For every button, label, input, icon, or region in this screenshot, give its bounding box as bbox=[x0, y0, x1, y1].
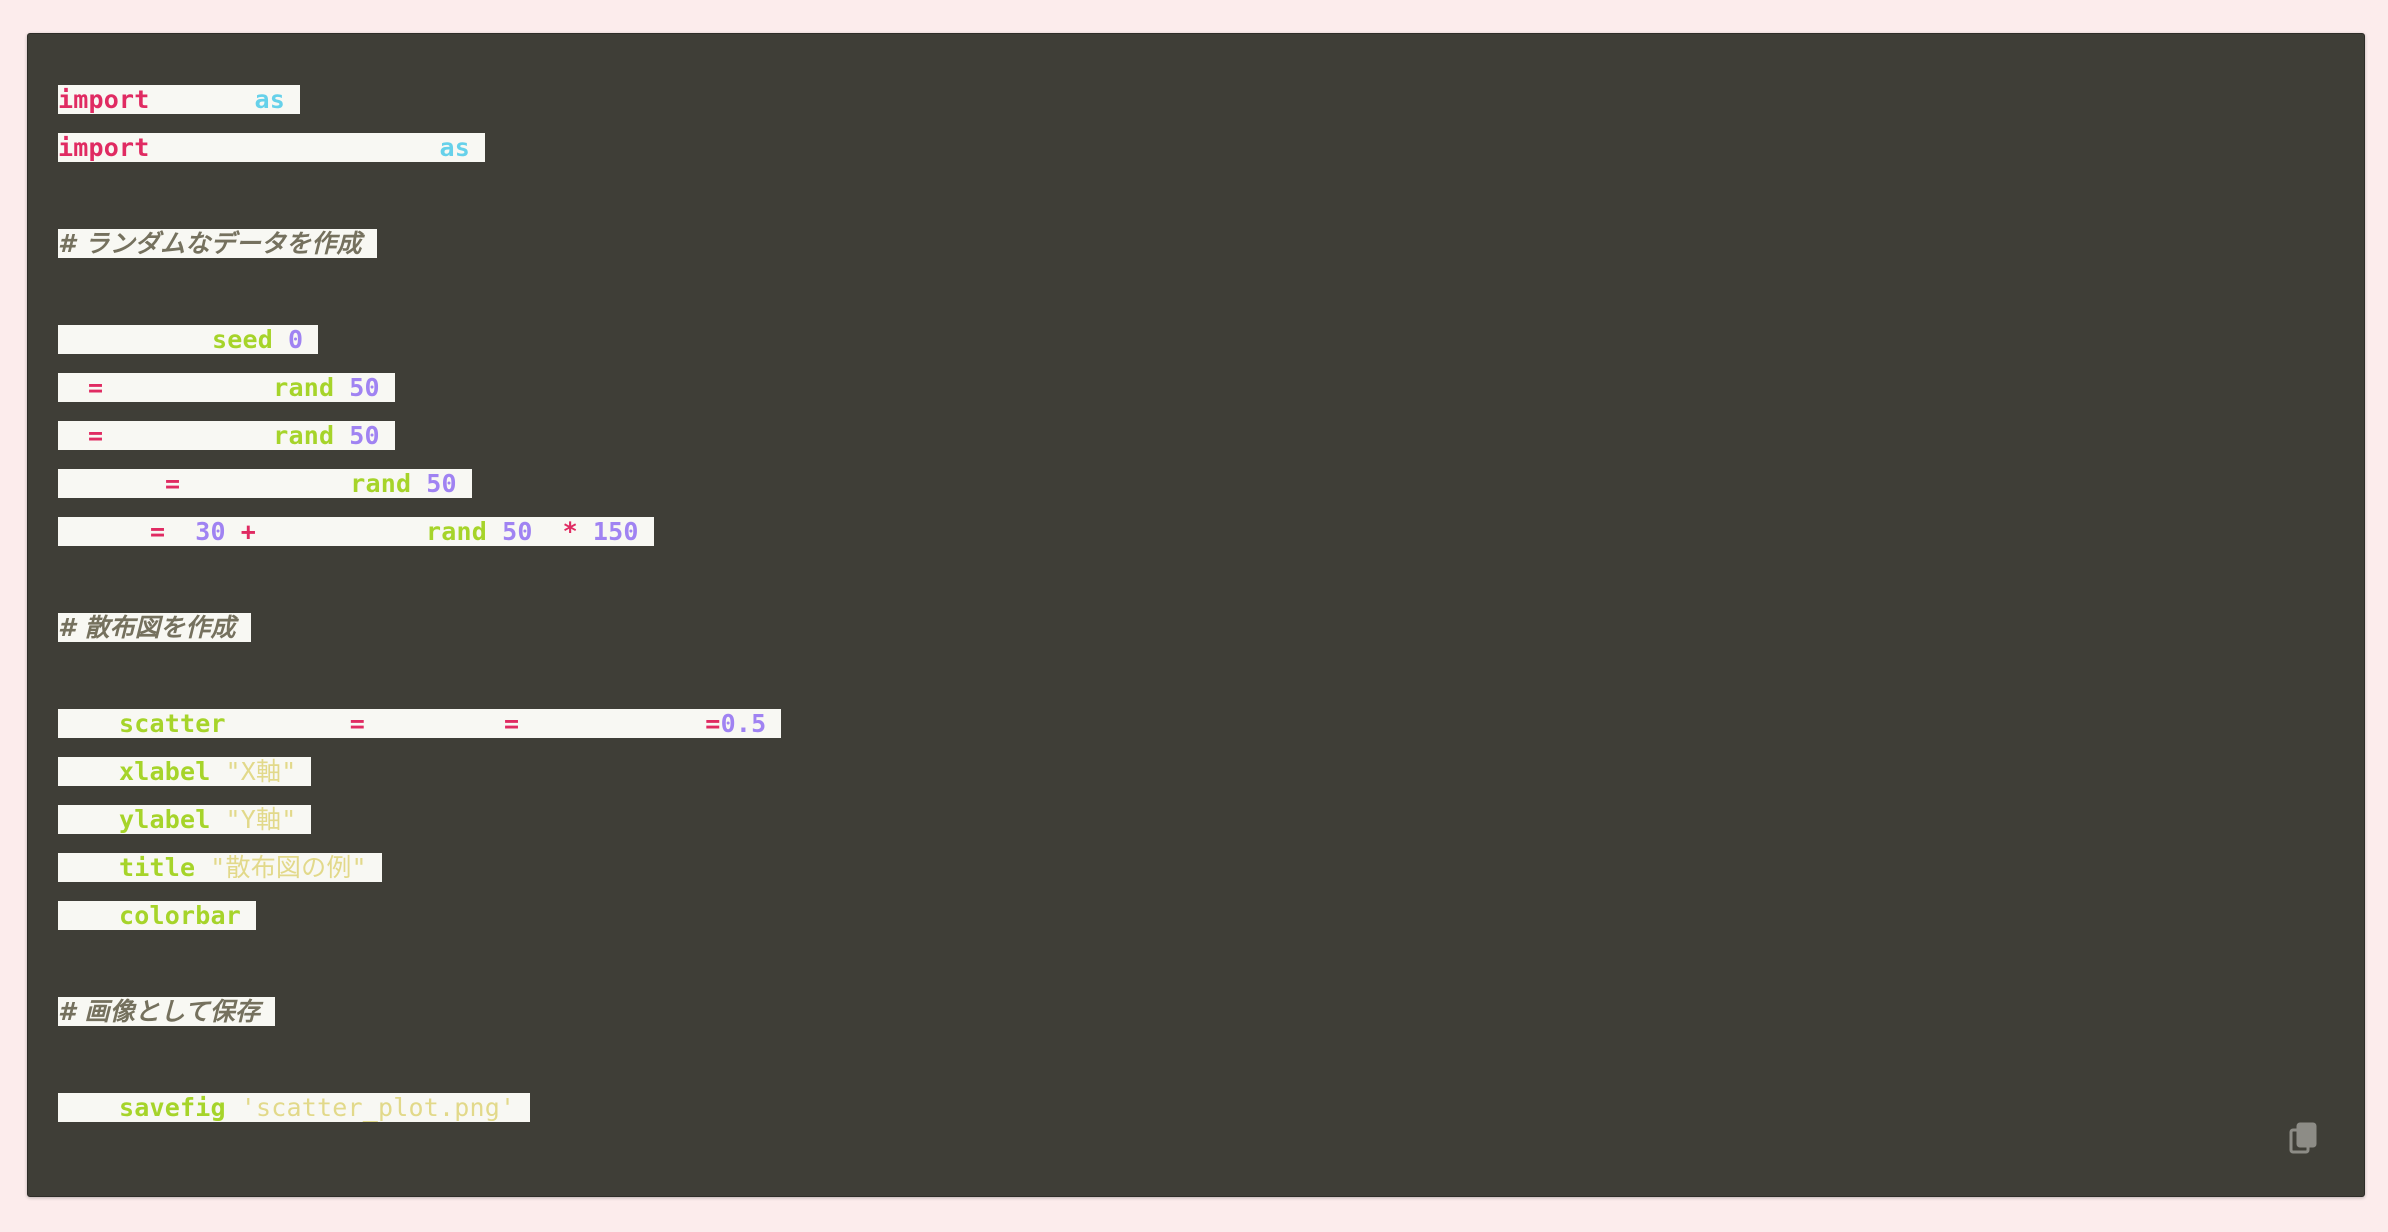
code-token: 0 bbox=[288, 324, 304, 354]
highlighted-code: import as bbox=[58, 84, 301, 114]
code-line: # 画像として保存 bbox=[58, 987, 781, 1035]
code-token: = bbox=[88, 372, 104, 402]
blank-line bbox=[58, 1035, 781, 1083]
highlighted-code: = 30 + rand 50 * 150 bbox=[58, 516, 654, 546]
code-token: # 画像として保存 bbox=[58, 996, 261, 1026]
blank-line bbox=[58, 267, 781, 315]
code-token: 50 bbox=[349, 420, 380, 450]
highlighted-code: savefig 'scatter_plot.png' bbox=[58, 1092, 531, 1122]
code-token: = bbox=[150, 516, 166, 546]
code-token: colorbar bbox=[119, 900, 242, 930]
copy-icon[interactable] bbox=[2289, 1122, 2319, 1156]
highlighted-code: ylabel "Y軸" bbox=[58, 804, 312, 834]
code-token: xlabel bbox=[119, 756, 211, 786]
code-token: 30 bbox=[195, 516, 226, 546]
code-line: seed 0 bbox=[58, 315, 781, 363]
code-token: as bbox=[439, 132, 471, 162]
code-lines: import as import as # ランダムなデータを作成 seed 0 = rand 5… bbox=[58, 75, 782, 1131]
highlighted-code: = rand 50 bbox=[58, 372, 395, 402]
code-token: + bbox=[240, 516, 257, 546]
code-token: seed bbox=[212, 324, 274, 354]
code-token: # ランダムなデータを作成 bbox=[58, 228, 362, 258]
code-token: = bbox=[349, 708, 366, 738]
code-token: rand bbox=[350, 468, 412, 498]
code-token: "Y軸" bbox=[225, 804, 297, 834]
code-token: rand bbox=[273, 420, 335, 450]
code-token: import bbox=[58, 84, 150, 114]
code-token: * bbox=[562, 516, 578, 546]
highlighted-code: = rand 50 bbox=[58, 468, 472, 498]
blank-line bbox=[58, 171, 781, 219]
blank-line bbox=[58, 555, 781, 603]
highlighted-code: import as bbox=[58, 132, 486, 162]
code-token: rand bbox=[273, 372, 335, 402]
highlighted-code: xlabel "X軸" bbox=[58, 756, 312, 786]
code-token: title bbox=[119, 852, 196, 882]
highlighted-code: # 散布図を作成 bbox=[58, 612, 251, 642]
code-token: rand bbox=[426, 516, 488, 546]
code-token: = bbox=[165, 468, 181, 498]
code-line: # ランダムなデータを作成 bbox=[58, 219, 781, 267]
code-token: ylabel bbox=[119, 804, 211, 834]
code-line: scatter = = =0.5 bbox=[58, 699, 782, 747]
highlighted-code: seed 0 bbox=[58, 324, 319, 354]
code-line: xlabel "X軸" bbox=[58, 747, 781, 795]
code-token: = bbox=[705, 708, 721, 738]
highlighted-code: scatter = = =0.5 bbox=[58, 708, 782, 738]
code-line: title "散布図の例" bbox=[58, 843, 781, 891]
code-token: 0.5 bbox=[720, 708, 767, 738]
blank-line bbox=[58, 939, 781, 987]
highlighted-code: = rand 50 bbox=[58, 420, 395, 450]
highlighted-code: title "散布図の例" bbox=[58, 852, 382, 882]
code-line: = rand 50 bbox=[58, 411, 781, 459]
code-token: as bbox=[254, 84, 286, 114]
code-line: = rand 50 bbox=[58, 363, 781, 411]
code-line: import as bbox=[58, 75, 781, 123]
code-token: 50 bbox=[349, 372, 380, 402]
code-line: # 散布図を作成 bbox=[58, 603, 781, 651]
code-line: ylabel "Y軸" bbox=[58, 795, 781, 843]
code-block: import as import as # ランダムなデータを作成 seed 0 = rand 5… bbox=[27, 33, 2365, 1197]
code-token: 'scatter_plot.png' bbox=[240, 1092, 516, 1122]
code-token: 150 bbox=[592, 516, 639, 546]
highlighted-code: colorbar bbox=[58, 900, 257, 930]
code-token: "X軸" bbox=[225, 756, 297, 786]
code-line: = 30 + rand 50 * 150 bbox=[58, 507, 781, 555]
code-token: scatter bbox=[119, 708, 226, 738]
blank-line bbox=[58, 651, 781, 699]
highlighted-code: # 画像として保存 bbox=[58, 996, 276, 1026]
code-token: import bbox=[58, 132, 150, 162]
highlighted-code: # ランダムなデータを作成 bbox=[58, 228, 377, 258]
code-token: 50 bbox=[502, 516, 533, 546]
code-token: = bbox=[504, 708, 520, 738]
code-line: savefig 'scatter_plot.png' bbox=[58, 1083, 781, 1131]
code-token: = bbox=[88, 420, 104, 450]
code-token: 50 bbox=[426, 468, 457, 498]
code-token: # 散布図を作成 bbox=[58, 612, 236, 642]
code-line: = rand 50 bbox=[58, 459, 781, 507]
code-line: import as bbox=[58, 123, 781, 171]
code-line: colorbar bbox=[58, 891, 781, 939]
code-token: "散布図の例" bbox=[210, 852, 367, 882]
code-token: savefig bbox=[119, 1092, 226, 1122]
